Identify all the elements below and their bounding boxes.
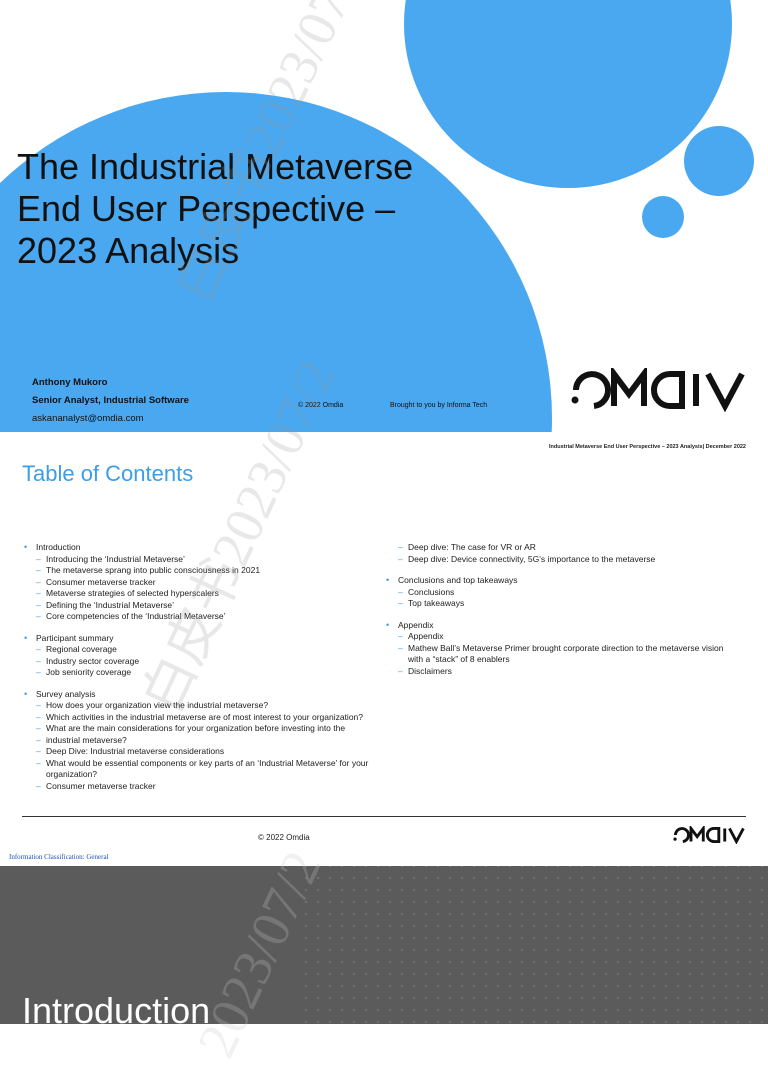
author-email[interactable]: askananalyst@omdia.com <box>32 413 144 424</box>
toc-item[interactable]: Regional coverage <box>24 644 384 656</box>
intro-slide: Introduction <box>0 866 768 1024</box>
toc-section[interactable]: Survey analysis <box>24 689 384 701</box>
toc-item[interactable]: How does your organization view the indu… <box>24 700 384 712</box>
cover-title-line-3: 2023 Analysis <box>17 230 240 271</box>
toc-item[interactable]: Appendix <box>386 631 746 643</box>
toc-right-column: Deep dive: The case for VR or AR Deep di… <box>386 542 746 677</box>
toc-section[interactable]: Appendix <box>386 620 746 632</box>
decorative-circle-small <box>642 196 684 238</box>
toc-slide: Industrial Metaverse End User Perspectiv… <box>0 433 768 866</box>
toc-item[interactable]: Deep dive: The case for VR or AR <box>386 542 746 554</box>
cover-slide: The Industrial Metaverse End User Perspe… <box>0 0 768 432</box>
toc-item[interactable]: Top takeaways <box>386 598 746 610</box>
toc-title: Table of Contents <box>22 461 194 486</box>
toc-item[interactable]: Job seniority coverage <box>24 667 384 679</box>
cover-brought-by: Brought to you by Informa Tech <box>390 402 488 409</box>
toc-item[interactable]: What are the main considerations for you… <box>24 723 384 735</box>
toc-item[interactable]: Deep Dive: Industrial metaverse consider… <box>24 746 384 758</box>
cover-title: The Industrial Metaverse End User Perspe… <box>17 146 487 272</box>
toc-item-continuation[interactable]: industrial metaverse? <box>24 735 384 747</box>
toc-item[interactable]: Defining the ‘Industrial Metaverse’ <box>24 600 384 612</box>
author-block: Anthony Mukoro Senior Analyst, Industria… <box>32 374 189 428</box>
cover-title-line-1: The Industrial Metaverse <box>17 146 414 187</box>
cover-title-line-2: End User Perspective – <box>17 188 396 229</box>
footer-divider <box>22 816 746 817</box>
intro-title: Introduction <box>22 990 211 1024</box>
toc-item[interactable]: Deep dive: Device connectivity, 5G’s imp… <box>386 554 746 566</box>
toc-item[interactable]: Metaverse strategies of selected hypersc… <box>24 588 384 600</box>
toc-copyright: © 2022 Omdia <box>258 833 310 842</box>
toc-item[interactable]: Industry sector coverage <box>24 656 384 668</box>
toc-item[interactable]: Conclusions <box>386 587 746 599</box>
toc-section[interactable]: Participant summary <box>24 633 384 645</box>
toc-item[interactable]: Which activities in the industrial metav… <box>24 712 384 724</box>
toc-header: Industrial Metaverse End User Perspectiv… <box>549 444 746 450</box>
toc-item-continuation[interactable]: organization? <box>46 769 98 779</box>
author-role: Senior Analyst, Industrial Software <box>32 395 189 406</box>
omdia-logo-small <box>673 826 745 844</box>
information-classification: Information Classification: General <box>9 853 109 861</box>
intro-solid-area <box>0 866 300 1024</box>
cover-copyright: © 2022 Omdia <box>298 402 344 409</box>
omdia-logo-large <box>571 368 745 412</box>
toc-item[interactable]: Consumer metaverse tracker <box>24 781 384 793</box>
decorative-circle-medium <box>684 126 754 196</box>
toc-item[interactable]: The metaverse sprang into public conscio… <box>24 565 384 577</box>
toc-item[interactable]: Mathew Ball’s Metaverse Primer brought c… <box>386 643 746 655</box>
toc-item-continuation[interactable]: with a “stack” of 8 enablers <box>408 654 510 664</box>
toc-item-continuation-text: industrial metaverse? <box>46 734 127 745</box>
author-name: Anthony Mukoro <box>32 377 108 388</box>
toc-section[interactable]: Introduction <box>24 542 384 554</box>
toc-left-column: Introduction Introducing the ‘Industrial… <box>24 542 384 792</box>
toc-section[interactable]: Conclusions and top takeaways <box>386 575 746 587</box>
cover-blue-arc <box>0 92 552 432</box>
toc-item[interactable]: Introducing the ‘Industrial Metaverse’ <box>24 554 384 566</box>
toc-item[interactable]: Consumer metaverse tracker <box>24 577 384 589</box>
toc-item[interactable]: Core competencies of the ‘Industrial Met… <box>24 611 384 623</box>
toc-item[interactable]: Disclaimers <box>386 666 746 678</box>
toc-item[interactable]: What would be essential components or ke… <box>24 758 384 770</box>
